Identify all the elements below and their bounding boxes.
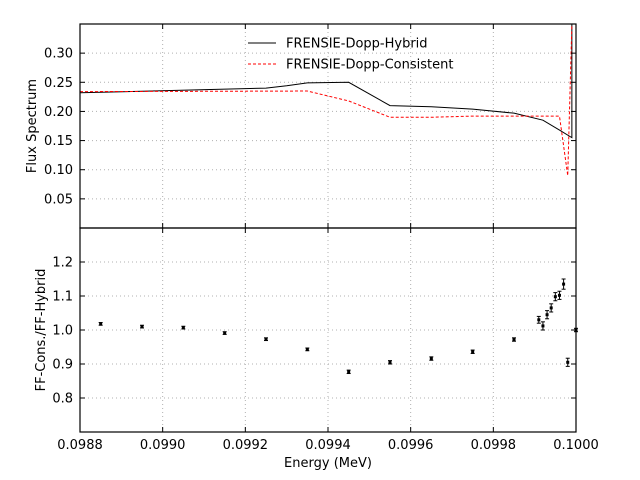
data-point xyxy=(545,313,549,317)
xlabel: Energy (MeV) xyxy=(284,456,372,471)
data-point xyxy=(537,318,541,322)
data-point xyxy=(347,370,351,374)
series-line-consistent xyxy=(79,23,576,176)
legend-label-consistent: FRENSIE-Dopp-Consistent xyxy=(286,58,453,73)
data-point xyxy=(429,357,433,361)
bottom-ytick-label: 1.1 xyxy=(52,290,73,305)
bottom-ytick-label: 0.9 xyxy=(52,358,73,373)
top-ytick-label: 0.25 xyxy=(44,76,73,91)
data-point xyxy=(181,326,185,330)
data-point xyxy=(562,282,566,286)
top-axes-frame xyxy=(79,23,577,229)
data-point xyxy=(99,322,103,326)
xtick-label: 0.0994 xyxy=(305,438,351,453)
xtick-label: 0.1000 xyxy=(553,438,599,453)
top-ytick-label: 0.10 xyxy=(44,163,73,178)
data-point xyxy=(140,325,144,329)
data-point xyxy=(566,360,570,364)
xtick-label: 0.0996 xyxy=(388,438,434,453)
top-ytick-label: 0.20 xyxy=(44,105,73,120)
data-point xyxy=(305,347,309,351)
top-ylabel: Flux Spectrum xyxy=(25,79,40,173)
bottom-axes-frame xyxy=(79,227,577,433)
data-point xyxy=(471,350,475,354)
legend-label-hybrid: FRENSIE-Dopp-Hybrid xyxy=(286,37,428,52)
top-ytick-label: 0.30 xyxy=(44,47,73,62)
series-line-hybrid xyxy=(79,23,576,139)
xtick-label: 0.0998 xyxy=(471,438,517,453)
data-point xyxy=(553,295,557,299)
xtick-label: 0.0988 xyxy=(57,438,103,453)
data-point xyxy=(264,337,268,341)
xtick-label: 0.0990 xyxy=(140,438,186,453)
data-point xyxy=(223,331,227,335)
top-ytick-label: 0.05 xyxy=(44,192,73,207)
bottom-ytick-label: 0.8 xyxy=(52,392,73,407)
data-point xyxy=(541,324,545,328)
bottom-ytick-label: 1.2 xyxy=(52,256,73,271)
xtick-label: 0.0992 xyxy=(223,438,269,453)
data-point xyxy=(388,360,392,364)
bottom-ylabel: FF-Cons./FF-Hybrid xyxy=(34,269,49,392)
data-point xyxy=(549,306,553,310)
data-point xyxy=(557,293,561,297)
data-point xyxy=(512,338,516,342)
top-ytick-label: 0.15 xyxy=(44,134,73,149)
bottom-ytick-label: 1.0 xyxy=(52,324,73,339)
